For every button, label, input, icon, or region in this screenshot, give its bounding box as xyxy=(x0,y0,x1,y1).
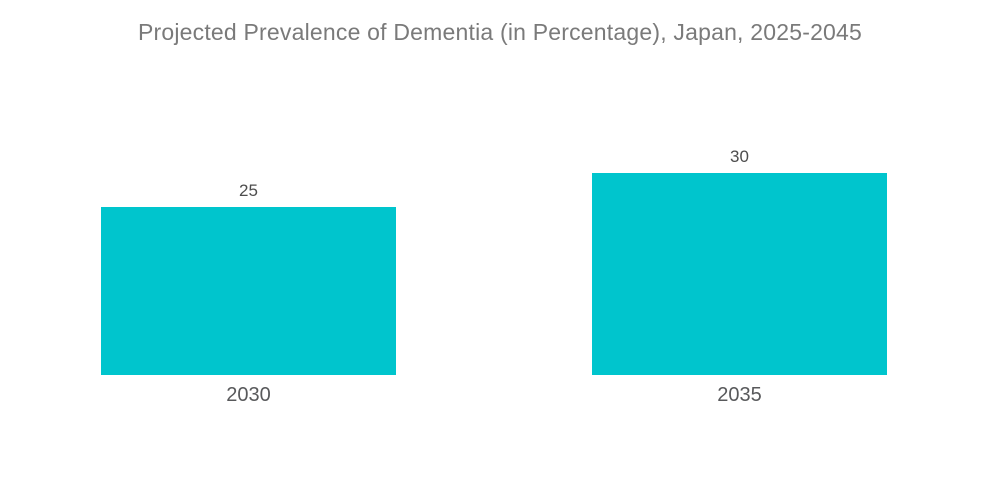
bar-group: 30 xyxy=(592,148,887,375)
bar-value-label: 25 xyxy=(239,181,258,200)
bar xyxy=(101,207,396,375)
bar-value-label: 30 xyxy=(730,147,749,166)
category-label: 2030 xyxy=(226,384,271,406)
years-row: 2030 2035 xyxy=(101,385,887,405)
bar-group: 25 xyxy=(101,182,396,375)
bar xyxy=(592,173,887,375)
chart-title: Projected Prevalence of Dementia (in Per… xyxy=(137,19,863,45)
category-label: 2035 xyxy=(717,384,762,406)
bars-row: 25 30 xyxy=(101,0,887,375)
